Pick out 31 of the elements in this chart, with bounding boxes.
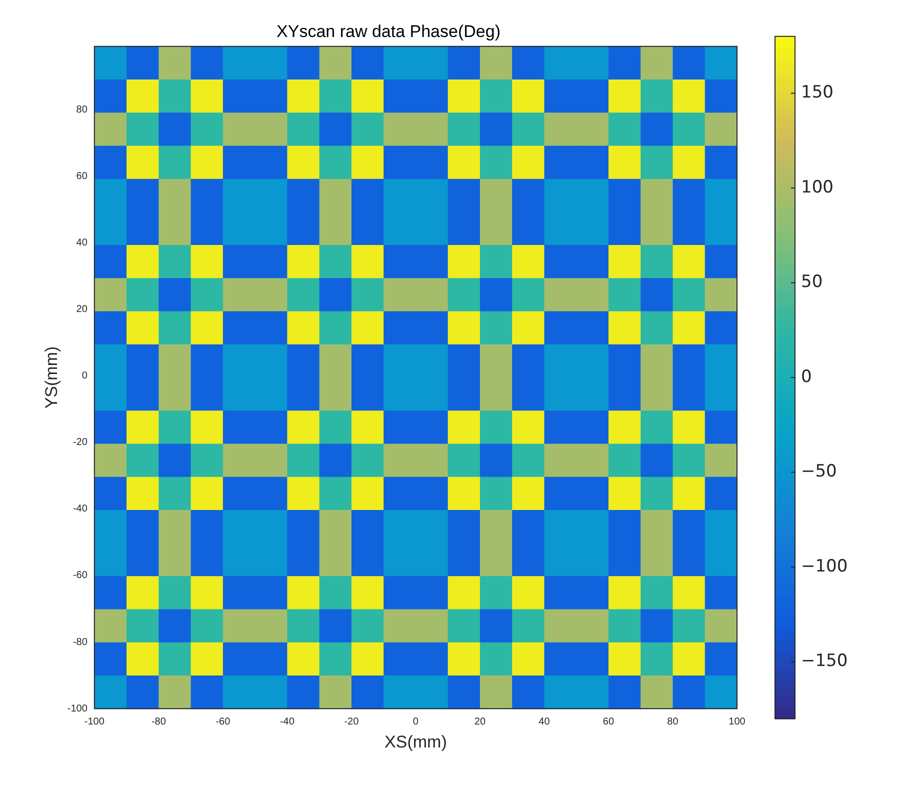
x-tick-label: -60 xyxy=(216,716,231,728)
color-bar-label: −150 xyxy=(801,651,848,672)
x-tick-label: 100 xyxy=(728,716,746,728)
chart-title: XYscan raw data Phase(Deg) xyxy=(276,22,500,41)
y-tick-label: -60 xyxy=(72,570,88,582)
color-bar-label: 0 xyxy=(801,366,812,387)
x-tick-label: 0 xyxy=(412,716,419,728)
y-tick-label: -100 xyxy=(67,703,88,714)
color-bar-label: −50 xyxy=(801,462,837,482)
color-bar-label: 150 xyxy=(801,82,834,103)
x-axis-title: XS(mm) xyxy=(384,732,447,752)
y-tick-label: -20 xyxy=(72,437,88,448)
y-tick-label: 40 xyxy=(76,237,88,248)
y-tick-label: -80 xyxy=(72,636,88,648)
x-tick-label: 20 xyxy=(474,716,486,728)
x-tick-label: 80 xyxy=(667,716,679,728)
x-tick-label: 40 xyxy=(538,716,550,728)
color-bar-label: 100 xyxy=(801,177,834,198)
y-tick-label: 20 xyxy=(76,304,88,316)
x-tick-label: -40 xyxy=(280,716,295,728)
y-tick-label: 60 xyxy=(76,170,88,182)
y-tick-label: 80 xyxy=(76,104,88,116)
y-tick-label: -40 xyxy=(72,504,88,515)
x-tick-label: -20 xyxy=(344,716,360,728)
color-bar-label: 50 xyxy=(801,272,823,292)
y-tick-label: 0 xyxy=(82,370,88,382)
color-bar-label: −100 xyxy=(801,556,848,576)
x-tick-label: -100 xyxy=(84,716,105,728)
x-tick-label: 60 xyxy=(602,716,614,728)
y-axis-title: YS(mm) xyxy=(42,346,61,409)
x-tick-label: -80 xyxy=(151,716,166,728)
